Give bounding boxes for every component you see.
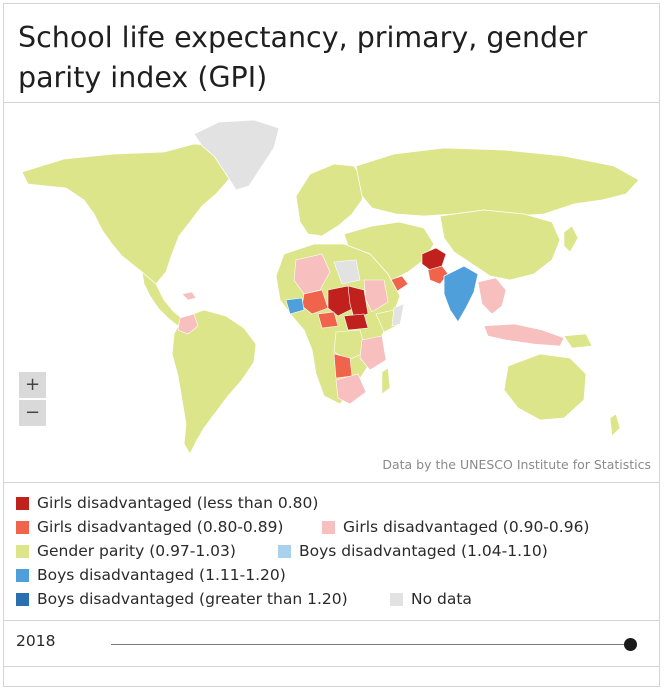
region-south-america bbox=[171, 309, 257, 455]
legend-swatch bbox=[16, 520, 29, 534]
legend-label: Boys disadvantaged (1.11-1.20) bbox=[37, 566, 286, 584]
data-credit: Data by the UNESCO Institute for Statist… bbox=[382, 457, 651, 472]
legend-item[interactable]: Girls disadvantaged (0.90-0.96) bbox=[322, 516, 589, 538]
zoom-in-button[interactable]: + bbox=[19, 372, 46, 398]
region-sudan bbox=[363, 279, 389, 313]
region-india bbox=[443, 265, 479, 323]
region-russia bbox=[355, 147, 640, 217]
legend-swatch bbox=[16, 592, 29, 606]
region-dr-congo bbox=[333, 329, 367, 361]
timeline-track[interactable] bbox=[111, 644, 633, 645]
legend-item[interactable]: Boys disadvantaged (1.04-1.10) bbox=[278, 540, 548, 562]
legend-item[interactable]: Girls disadvantaged (0.80-0.89) bbox=[16, 516, 283, 538]
legend-label: Boys disadvantaged (1.04-1.10) bbox=[299, 542, 548, 560]
region-colombia bbox=[177, 313, 199, 335]
region-southern-africa bbox=[335, 373, 367, 405]
region-new-zealand bbox=[609, 413, 621, 437]
region-libya bbox=[333, 259, 361, 285]
region-car bbox=[343, 313, 369, 331]
timeline-year: 2018 bbox=[16, 632, 56, 650]
region-greenland bbox=[193, 119, 280, 191]
chart-title: School life expectancy, primary, gender … bbox=[18, 21, 588, 94]
legend-label: Gender parity (0.97-1.03) bbox=[37, 542, 236, 560]
legend-item[interactable]: Boys disadvantaged (greater than 1.20) bbox=[16, 588, 348, 610]
legend-swatch bbox=[390, 592, 403, 606]
legend-label: Girls disadvantaged (less than 0.80) bbox=[37, 494, 319, 512]
region-madagascar bbox=[381, 367, 391, 395]
region-japan bbox=[563, 225, 579, 253]
region-china bbox=[439, 209, 561, 281]
region-caribbean bbox=[181, 291, 197, 301]
region-somalia bbox=[391, 303, 405, 327]
legend-swatch bbox=[16, 544, 29, 558]
legend-label: Boys disadvantaged (greater than 1.20) bbox=[37, 590, 348, 608]
legend-swatch bbox=[16, 496, 29, 510]
region-angola bbox=[333, 353, 353, 379]
region-central-america bbox=[141, 270, 185, 327]
world-map[interactable]: + − Data by the UNESCO Institute for Sta… bbox=[4, 104, 659, 484]
legend-swatch bbox=[322, 520, 335, 534]
legend-label: No data bbox=[411, 590, 472, 608]
region-north-africa-west bbox=[293, 253, 331, 295]
region-nigeria bbox=[317, 311, 339, 329]
legend-label: Girls disadvantaged (0.80-0.89) bbox=[37, 518, 284, 536]
timeline-handle[interactable] bbox=[624, 638, 637, 651]
legend-item[interactable]: Gender parity (0.97-1.03) bbox=[16, 540, 236, 562]
map-panel: School life expectancy, primary, gender … bbox=[3, 3, 660, 687]
legend-label: Girls disadvantaged (0.90-0.96) bbox=[343, 518, 590, 536]
world-map-svg[interactable] bbox=[4, 104, 659, 484]
region-niger bbox=[327, 285, 355, 317]
legend-swatch bbox=[16, 568, 29, 582]
legend-item[interactable]: Girls disadvantaged (less than 0.80) bbox=[16, 492, 318, 514]
divider bbox=[4, 620, 659, 621]
region-papua bbox=[563, 333, 593, 349]
timeline: 2018 bbox=[4, 620, 659, 666]
region-southeast-asia bbox=[477, 277, 507, 315]
divider bbox=[4, 666, 659, 667]
divider bbox=[4, 102, 659, 103]
zoom-out-button[interactable]: − bbox=[19, 400, 46, 426]
legend-item[interactable]: Boys disadvantaged (1.11-1.20) bbox=[16, 564, 286, 586]
region-europe bbox=[295, 163, 365, 237]
region-australia bbox=[503, 353, 587, 421]
legend-item[interactable]: No data bbox=[390, 588, 472, 610]
region-guinea bbox=[285, 297, 305, 315]
region-east-africa bbox=[359, 335, 387, 371]
legend-swatch bbox=[278, 544, 291, 558]
region-north-america bbox=[21, 143, 240, 285]
divider bbox=[4, 482, 659, 483]
region-indonesia bbox=[483, 323, 565, 347]
